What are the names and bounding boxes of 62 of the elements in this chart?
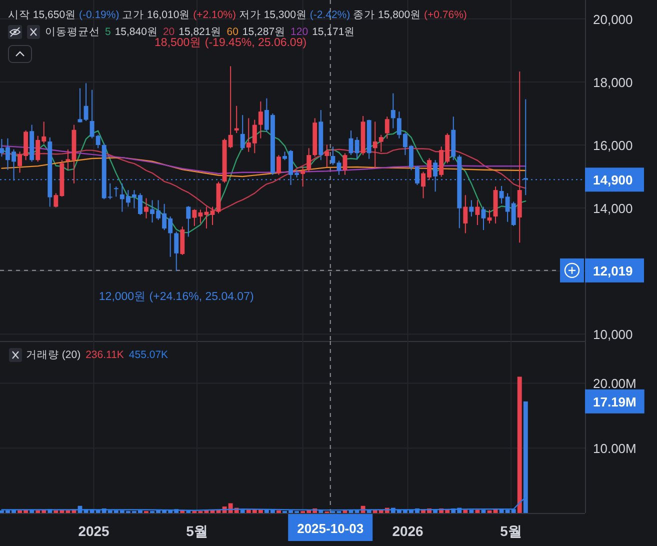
x-tick-label: 5월 bbox=[186, 523, 208, 539]
candlestick bbox=[66, 148, 70, 170]
candlestick bbox=[306, 148, 312, 172]
bar bbox=[354, 510, 360, 513]
y-tick-label: 14,000 bbox=[593, 200, 633, 216]
bar bbox=[342, 510, 348, 513]
line-series bbox=[1, 156, 526, 178]
y-tick-label: 20,000 bbox=[593, 11, 633, 26]
bar bbox=[475, 510, 480, 513]
x-tick-label: 5월 bbox=[500, 523, 522, 539]
candlestick bbox=[463, 194, 468, 234]
candlestick bbox=[144, 198, 148, 219]
text: 120 bbox=[290, 26, 308, 38]
y-tick-label: 10,000 bbox=[593, 326, 633, 342]
text: 12,019 bbox=[593, 262, 633, 278]
annotation: 455.07K bbox=[128, 349, 168, 361]
candlestick bbox=[240, 114, 245, 151]
ref-line-label: 2025-10-03 bbox=[297, 520, 364, 536]
candlestick bbox=[469, 200, 474, 218]
candlestick bbox=[354, 136, 360, 160]
candlestick bbox=[78, 88, 82, 123]
candlestick bbox=[384, 116, 390, 140]
line-series bbox=[1, 496, 526, 512]
legend-title: 거래량 (20) bbox=[26, 349, 81, 361]
candlestick bbox=[258, 100, 263, 139]
annotation: 18,500원 (-19.45%, 25.06.09) bbox=[154, 37, 307, 50]
y-tick-label: 20.00M bbox=[593, 376, 636, 391]
annotation: 15,821원 bbox=[178, 26, 222, 38]
text: 시작 15,650원 (-0.19%) 고가 16,010원 (+2.10%) 저가 15,300원 (-2.42%) 종가 15,800원 (+0.76%) bbox=[8, 9, 467, 21]
candlestick bbox=[300, 166, 306, 188]
y-tick-label: 16,000 bbox=[593, 137, 633, 152]
annotation: 236.11K bbox=[86, 349, 124, 361]
x-tick-label: 2026 bbox=[392, 523, 424, 539]
legend-title: 이동평균선 bbox=[45, 26, 100, 38]
bar bbox=[517, 376, 522, 513]
y-tick-label: 10.00M bbox=[593, 440, 636, 456]
candlestick bbox=[186, 206, 191, 238]
text: 14,900 bbox=[593, 172, 633, 188]
candlestick bbox=[234, 105, 239, 134]
candlestick bbox=[475, 200, 480, 226]
annotation: 15,287원 bbox=[242, 26, 286, 38]
candlestick bbox=[324, 144, 330, 168]
text: 20 bbox=[162, 26, 175, 38]
bar bbox=[276, 510, 281, 513]
candlestick bbox=[390, 92, 396, 129]
text: 5 bbox=[105, 26, 111, 38]
candlestick bbox=[114, 186, 118, 198]
candlestick bbox=[174, 231, 179, 272]
text: 60 bbox=[226, 26, 239, 38]
text: 17.19M bbox=[593, 394, 636, 409]
annotation: 15,840원 bbox=[114, 26, 158, 38]
candlestick bbox=[276, 154, 281, 176]
candlestick bbox=[210, 206, 215, 226]
candlestick bbox=[342, 152, 348, 176]
bar bbox=[240, 510, 245, 513]
y-tick-label: 18,000 bbox=[593, 74, 633, 90]
bar bbox=[469, 510, 474, 513]
candlestick bbox=[84, 82, 88, 122]
x-tick-label: 2025 bbox=[78, 523, 110, 539]
annotation: 12,000원 (+24.16%, 25.04.07) bbox=[98, 291, 254, 304]
bar bbox=[523, 401, 528, 513]
annotation: 15,171원 bbox=[312, 26, 356, 38]
